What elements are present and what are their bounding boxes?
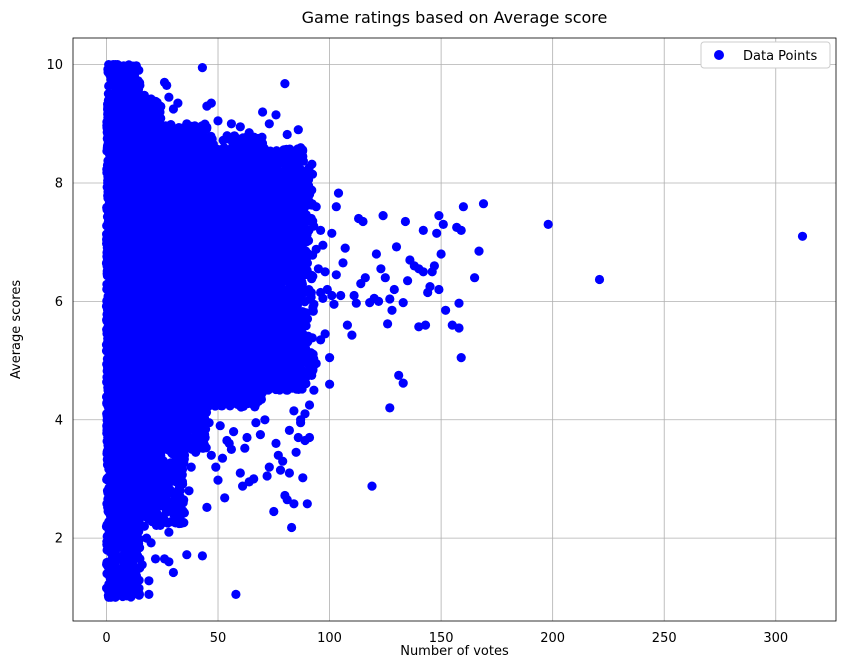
data-point	[106, 465, 116, 475]
data-point	[105, 108, 116, 118]
data-point	[103, 452, 113, 462]
data-point	[123, 64, 133, 74]
data-points	[101, 60, 808, 602]
data-point	[113, 551, 123, 561]
data-point	[104, 337, 114, 348]
data-point	[108, 523, 118, 533]
data-point	[103, 327, 113, 337]
data-point	[101, 258, 112, 268]
data-point	[121, 75, 131, 85]
data-point	[134, 65, 144, 75]
data-point	[133, 535, 144, 546]
data-point	[103, 139, 113, 149]
data-point	[104, 430, 114, 440]
